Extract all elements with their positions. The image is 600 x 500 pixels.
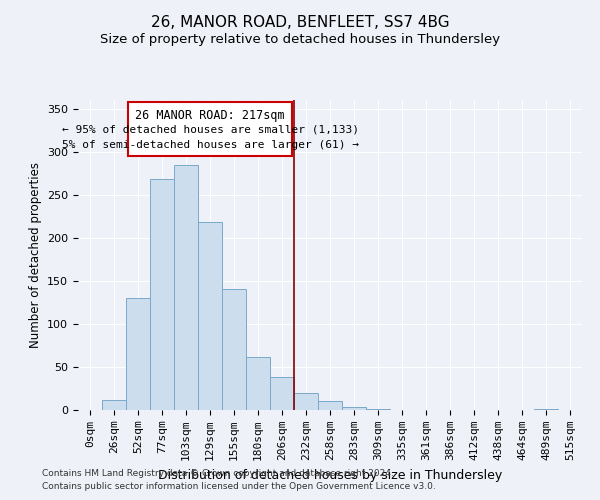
Bar <box>222 290 246 410</box>
Text: Size of property relative to detached houses in Thundersley: Size of property relative to detached ho… <box>100 32 500 46</box>
Bar <box>198 222 222 410</box>
Bar <box>318 400 342 410</box>
Bar <box>294 393 318 410</box>
Bar <box>150 179 174 410</box>
Text: 5% of semi-detached houses are larger (61) →: 5% of semi-detached houses are larger (6… <box>62 140 359 150</box>
Y-axis label: Number of detached properties: Number of detached properties <box>29 162 41 348</box>
Bar <box>246 356 270 410</box>
Bar <box>534 409 558 410</box>
Bar <box>366 409 390 410</box>
Text: Contains public sector information licensed under the Open Government Licence v3: Contains public sector information licen… <box>42 482 436 491</box>
Bar <box>102 400 126 410</box>
Text: 26 MANOR ROAD: 217sqm: 26 MANOR ROAD: 217sqm <box>135 109 285 122</box>
Bar <box>126 298 150 410</box>
Text: 26, MANOR ROAD, BENFLEET, SS7 4BG: 26, MANOR ROAD, BENFLEET, SS7 4BG <box>151 15 449 30</box>
Bar <box>174 164 198 410</box>
Bar <box>270 378 294 410</box>
Bar <box>342 406 366 410</box>
FancyBboxPatch shape <box>128 102 292 156</box>
Text: ← 95% of detached houses are smaller (1,133): ← 95% of detached houses are smaller (1,… <box>62 125 359 135</box>
Text: Contains HM Land Registry data © Crown copyright and database right 2024.: Contains HM Land Registry data © Crown c… <box>42 468 394 477</box>
X-axis label: Distribution of detached houses by size in Thundersley: Distribution of detached houses by size … <box>158 468 502 481</box>
